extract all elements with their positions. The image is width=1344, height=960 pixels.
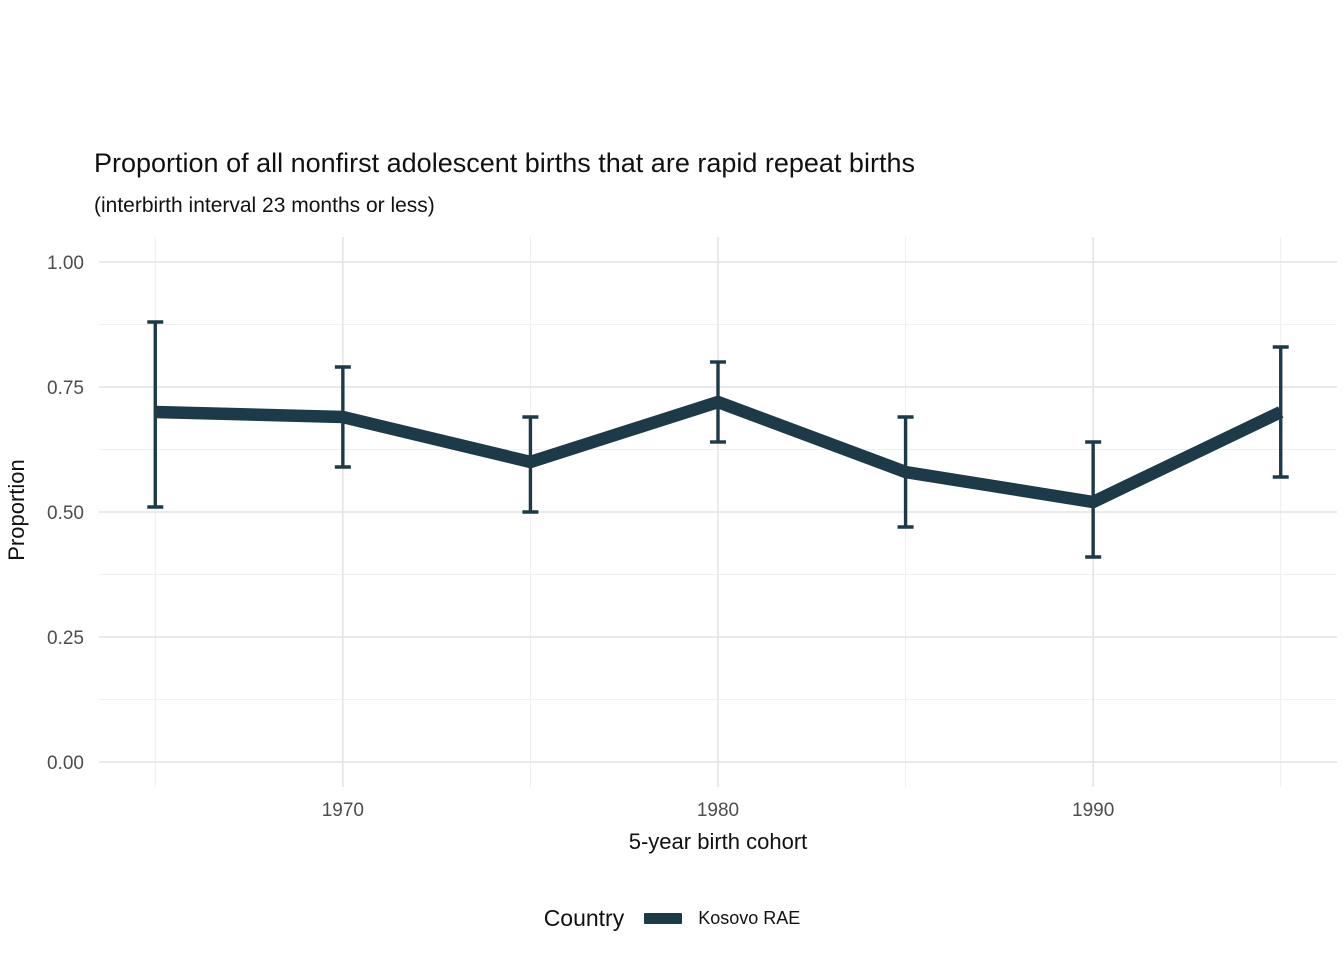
chart-title: Proportion of all nonfirst adolescent bi… [94, 148, 915, 178]
x-tick-label: 1990 [1072, 800, 1114, 821]
y-tick-label: 0.25 [47, 628, 84, 649]
legend-line-swatch [644, 913, 683, 924]
y-tick-label: 0.75 [47, 378, 84, 399]
x-axis-title: 5-year birth cohort [628, 829, 808, 854]
y-axis-title: Proportion [4, 459, 29, 561]
y-tick-label: 0.50 [47, 503, 84, 524]
chart-subtitle: (interbirth interval 23 months or less) [94, 194, 435, 217]
y-tick-label: 1.00 [47, 253, 84, 274]
legend-entry-label: Kosovo RAE [698, 908, 801, 928]
series-line [155, 395, 1284, 509]
y-tick-label: 0.00 [47, 753, 84, 774]
legend-key: Kosovo RAE [644, 908, 800, 929]
legend-title: Country [543, 905, 625, 931]
x-tick-label: 1970 [322, 800, 364, 821]
x-tick-label: 1980 [697, 800, 739, 821]
legend: Country Kosovo RAE [0, 905, 1344, 932]
